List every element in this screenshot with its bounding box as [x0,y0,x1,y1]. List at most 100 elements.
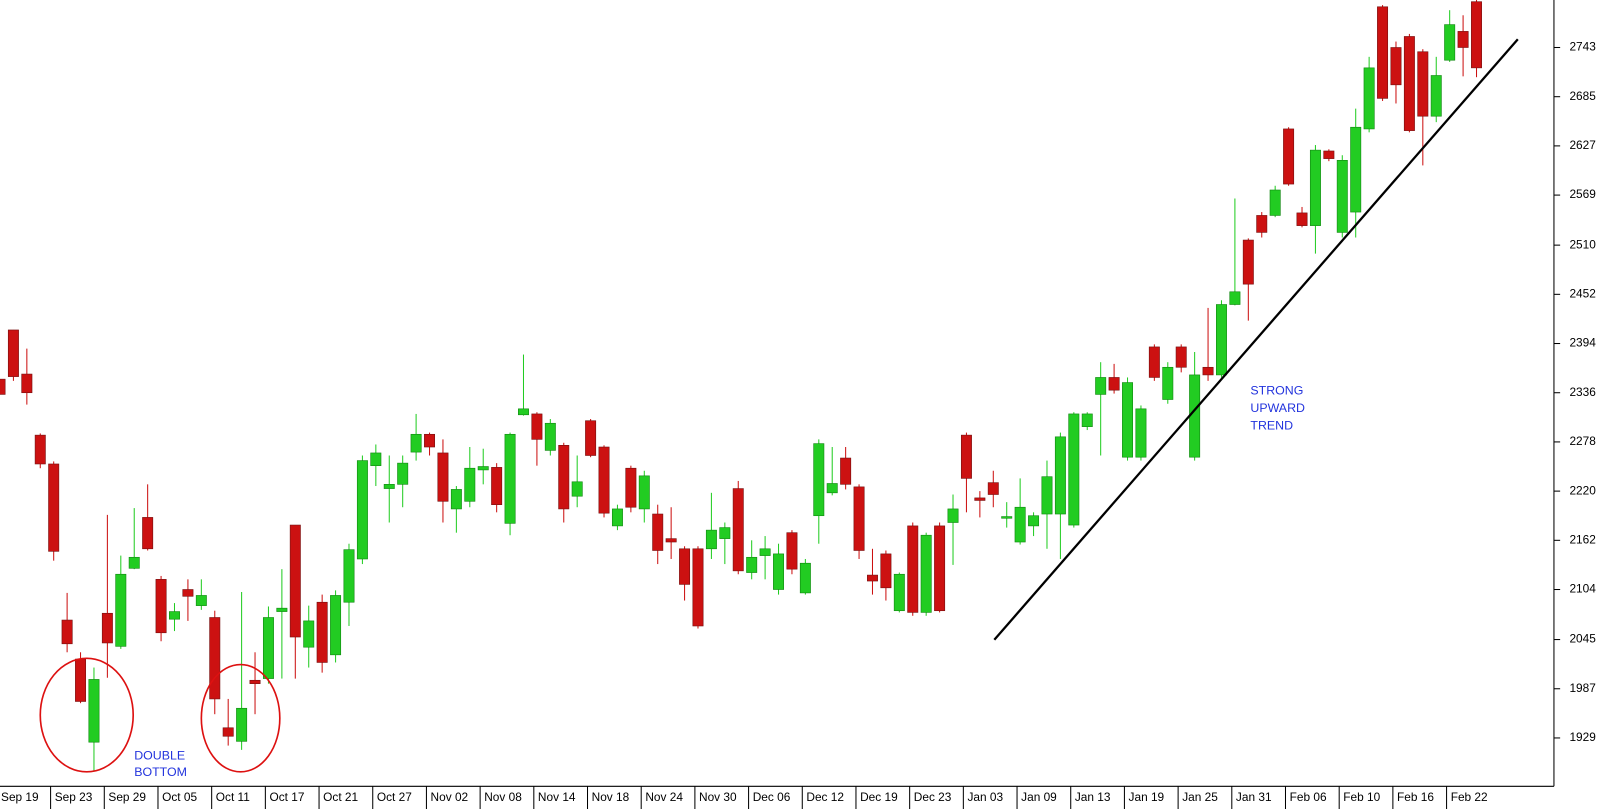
x-tick-label: Nov 02 [431,790,469,804]
candle-body [786,532,798,570]
x-tick-label: Feb 16 [1397,790,1434,804]
candle-body [907,525,919,613]
candle-body [1242,239,1254,285]
candle-body [356,460,368,560]
candle-body [303,620,315,648]
candle-body [1108,377,1120,391]
y-tick-label: 2743 [1569,40,1596,54]
y-tick-label: 2627 [1569,138,1595,152]
candle-body [1175,346,1187,368]
candle-body [48,463,60,552]
candle-body [1001,516,1013,519]
candle-body [598,446,610,514]
x-tick-label: Sep 19 [1,790,39,804]
candle-body [840,457,852,485]
candle-body [155,579,167,634]
candle-body [1162,366,1174,400]
candle-body [1068,413,1080,526]
candle-body [867,574,878,582]
candle-body [289,524,301,638]
annotation: UPWARD [1250,401,1305,415]
annotation: BOTTOM [134,765,187,779]
x-tick-label: Jan 31 [1236,790,1272,804]
x-tick-label: Jan 13 [1075,790,1111,804]
circle-highlight [39,657,135,773]
candle-body [759,548,771,556]
y-tick-label: 2394 [1569,336,1596,350]
candle-body [1471,1,1482,69]
y-tick-label: 2336 [1569,385,1596,399]
circle-highlight [200,663,281,773]
y-tick-label: 2569 [1569,187,1596,201]
candle-body [169,611,180,620]
candle-body [182,589,194,597]
candle-body [88,679,100,743]
candle-body [1028,515,1040,527]
candle-body [1336,160,1348,233]
candle-body [343,549,355,603]
candle-body [1283,128,1295,185]
candle-body [853,486,865,551]
y-tick-label: 2162 [1569,532,1595,546]
candle-body [920,534,932,613]
candle-body [1430,75,1442,117]
x-tick-label: Jan 25 [1182,790,1218,804]
annotation: STRONG [1250,383,1303,397]
y-tick-label: 1987 [1569,681,1595,695]
candle-body [531,413,543,440]
candle-body [195,595,207,606]
candle-body [571,481,583,497]
candle-body [1457,31,1469,48]
candle-body [330,595,342,656]
x-tick-label: Feb 22 [1451,790,1488,804]
x-tick-label: Jan 03 [967,790,1003,804]
y-tick-label: 2045 [1569,632,1596,646]
candle-body [1135,408,1147,458]
candle-body [652,513,664,551]
candle-body [383,484,395,489]
candle-body [987,482,999,495]
candle-body [504,433,516,524]
candle-body [1122,382,1133,458]
x-tick-label: Dec 12 [806,790,844,804]
candle-body [1363,67,1375,130]
x-tick-label: Oct 21 [323,790,358,804]
candle-body [518,408,529,416]
candle-body [705,529,717,550]
candle-body [934,525,946,612]
candle-body [1309,149,1321,226]
candle-body [1041,476,1053,515]
candle-body [1403,36,1415,131]
candle-body [719,527,731,539]
candle-body [34,434,46,465]
candle-body [732,488,744,572]
x-tick-label: Jan 09 [1021,790,1057,804]
candle-body [209,617,221,700]
candle-body [7,329,19,377]
x-tick-label: Nov 08 [484,790,522,804]
candle-body [397,462,409,485]
x-tick-label: Oct 17 [269,790,304,804]
x-tick-label: Dec 06 [753,790,791,804]
candle-body [437,452,449,502]
x-tick-label: Nov 24 [645,790,683,804]
candle-body [236,707,248,742]
candle-body [75,658,87,702]
candle-body [826,483,838,494]
candle-body [611,508,623,527]
x-tick-label: Nov 14 [538,790,576,804]
candle-body [1014,506,1026,543]
candles [0,0,1482,772]
candle-body [1417,51,1429,117]
candle-body [316,601,328,663]
x-tick-label: Nov 30 [699,790,737,804]
candle-body [692,548,704,627]
candle-body [960,434,972,479]
x-tick-label: Oct 05 [162,790,197,804]
annotation: TREND [1250,418,1293,432]
candle-body [679,548,691,585]
candle-body [477,466,489,471]
candle-body [947,508,959,523]
